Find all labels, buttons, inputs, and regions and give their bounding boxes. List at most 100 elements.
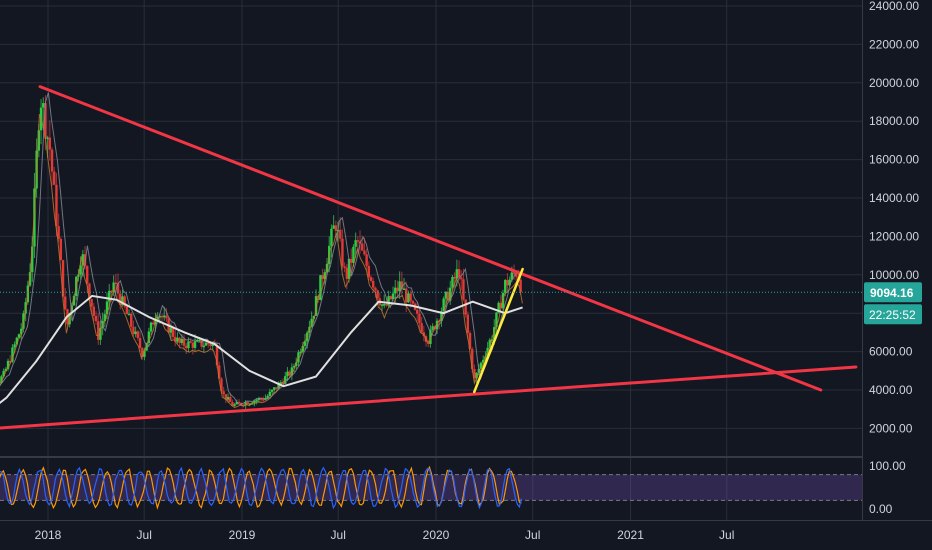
candle-body <box>508 279 511 286</box>
candle-body <box>339 229 342 239</box>
candle-body <box>204 342 208 346</box>
trendline-rally[interactable] <box>473 267 524 394</box>
candle-body <box>229 397 232 402</box>
candle-body <box>345 267 349 279</box>
moving-average-line <box>0 294 523 405</box>
candle-body <box>191 342 195 348</box>
candle-body <box>121 296 124 305</box>
candle-body <box>193 341 197 348</box>
candle-body <box>72 295 76 306</box>
trendline-lower[interactable] <box>0 365 858 430</box>
candle-body <box>499 302 503 309</box>
candle-body <box>0 376 3 383</box>
candle-body <box>200 339 203 347</box>
candle-body <box>482 359 485 363</box>
x-tick-label: 2019 <box>229 528 256 542</box>
candle-body <box>398 281 401 292</box>
candle-body <box>411 300 415 304</box>
candle-body <box>471 349 474 369</box>
candle-body <box>385 304 388 306</box>
candle-body <box>211 343 214 347</box>
candle-body <box>59 238 63 261</box>
candle-body <box>11 347 14 362</box>
x-tick-label: Jul <box>719 528 734 542</box>
candle-body <box>310 318 313 327</box>
oscillator-pane <box>0 465 862 510</box>
candle-body <box>453 276 456 279</box>
candle-body <box>257 398 261 401</box>
candle-body <box>394 287 397 294</box>
candle-body <box>374 287 377 291</box>
time-axis-background <box>0 520 932 550</box>
candle-body <box>169 328 173 333</box>
x-tick-label: Jul <box>525 528 540 542</box>
candle-body <box>416 309 419 314</box>
candle-body <box>178 337 181 343</box>
candle-body <box>440 311 443 322</box>
candle-body <box>251 403 254 405</box>
candle-body <box>138 337 142 349</box>
candle-body <box>455 269 459 279</box>
candle-body <box>116 283 120 294</box>
candle-body <box>88 283 91 300</box>
y-tick-label: 24000.00 <box>869 0 919 13</box>
candle-body <box>9 360 12 363</box>
candle-body <box>127 313 131 316</box>
candle-body <box>266 395 269 399</box>
candle-body <box>160 315 164 318</box>
candle-body <box>332 225 335 229</box>
y-tick-label: 16000.00 <box>869 153 919 167</box>
candle-body <box>42 103 45 108</box>
candle-body <box>268 391 272 396</box>
candle-body <box>512 272 516 274</box>
candle-body <box>286 371 289 377</box>
candle-body <box>493 327 496 340</box>
candle-body <box>189 341 192 343</box>
candle-body <box>55 184 58 227</box>
candle-body <box>125 306 129 315</box>
candle-body <box>462 279 465 300</box>
candle-body <box>61 260 65 297</box>
candle-body <box>105 301 109 315</box>
last-price-badge <box>864 282 922 303</box>
candle-body <box>220 378 223 392</box>
candle-body <box>409 293 412 301</box>
price-axis-background <box>862 0 932 550</box>
x-tick-label: Jul <box>137 528 152 542</box>
oscillator-line-d <box>0 466 522 510</box>
candle-body <box>330 228 333 246</box>
candle-body <box>145 343 148 351</box>
y-tick-label: 10000.00 <box>869 268 919 282</box>
candle-body <box>81 254 85 266</box>
candle-body <box>37 130 41 151</box>
candle-body <box>46 137 49 140</box>
candle-body <box>389 296 393 300</box>
candle-body <box>114 282 118 284</box>
candle-body <box>57 226 60 239</box>
candle-body <box>347 258 351 279</box>
candle-body <box>279 382 283 384</box>
candle-body <box>165 315 168 319</box>
y-tick-label: 12000.00 <box>869 229 919 243</box>
candle-body <box>231 401 234 406</box>
candle-body <box>103 314 107 322</box>
candle-body <box>407 293 410 303</box>
candle-body <box>163 315 166 318</box>
candle-body <box>297 352 300 363</box>
candle-body <box>372 280 375 288</box>
candle-body <box>13 344 16 348</box>
oscillator-line-k <box>0 465 522 510</box>
candle-body <box>174 336 177 342</box>
price-pane[interactable] <box>0 85 862 431</box>
candle-body <box>248 403 252 405</box>
candle-body <box>222 391 225 395</box>
trendline-upper[interactable] <box>38 85 823 392</box>
candle-body <box>70 305 74 314</box>
candle-body <box>350 258 353 263</box>
candle-body <box>475 372 478 379</box>
candle-body <box>442 298 445 312</box>
candle-body <box>147 331 151 344</box>
candle-body <box>202 345 206 348</box>
